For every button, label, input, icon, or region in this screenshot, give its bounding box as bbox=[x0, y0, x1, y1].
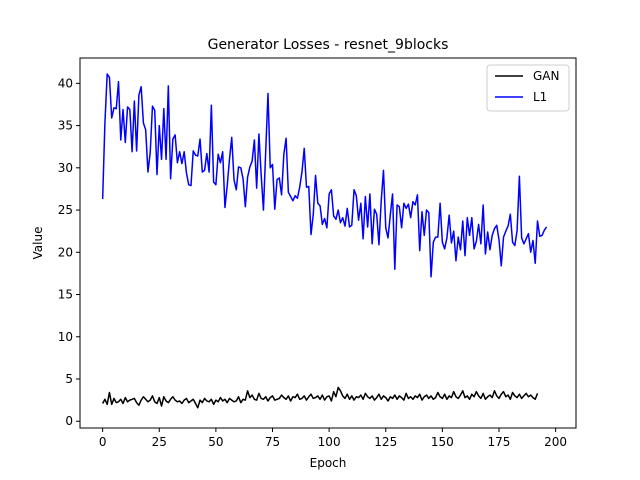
y-tick-label: 30 bbox=[58, 161, 73, 175]
y-tick-label: 5 bbox=[65, 372, 73, 386]
y-axis-label: Value bbox=[31, 227, 45, 260]
x-tick-label: 75 bbox=[265, 435, 280, 449]
y-tick-label: 15 bbox=[58, 288, 73, 302]
y-tick-label: 25 bbox=[58, 203, 73, 217]
y-tick-label: 10 bbox=[58, 330, 73, 344]
series-line-l1 bbox=[101, 73, 548, 278]
x-tick-label: 50 bbox=[208, 435, 223, 449]
y-tick-label: 0 bbox=[65, 414, 73, 428]
x-tick-label: 0 bbox=[99, 435, 107, 449]
series-line-gan bbox=[101, 386, 539, 409]
y-tick-label: 20 bbox=[58, 245, 73, 259]
x-tick-label: 100 bbox=[318, 435, 341, 449]
ticks-layer: 0 25 50 75 100 125 150 175 200 0 5 10 15 20 25 30 35 40 bbox=[58, 76, 567, 449]
x-tick-label: 150 bbox=[431, 435, 454, 449]
x-tick-label: 125 bbox=[374, 435, 397, 449]
legend-label-gan: GAN bbox=[533, 69, 559, 83]
plot-area-frame bbox=[79, 57, 577, 429]
y-tick-label: 40 bbox=[58, 76, 73, 90]
x-tick-label: 25 bbox=[152, 435, 167, 449]
legend: GAN L1 bbox=[486, 64, 570, 112]
y-tick-label: 35 bbox=[58, 119, 73, 133]
x-tick-label: 175 bbox=[488, 435, 511, 449]
chart-title: Generator Losses - resnet_9blocks bbox=[208, 37, 449, 53]
legend-label-l1: L1 bbox=[533, 90, 547, 104]
series-layer bbox=[101, 73, 548, 409]
x-tick-label: 200 bbox=[544, 435, 567, 449]
x-axis-label: Epoch bbox=[310, 456, 347, 470]
